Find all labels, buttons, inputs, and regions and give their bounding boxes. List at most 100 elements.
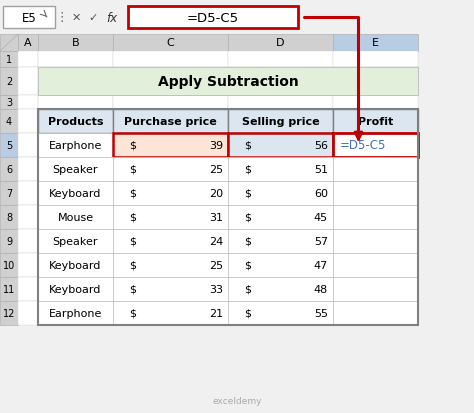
Bar bbox=[0, 52, 18, 68]
Bar bbox=[333, 68, 418, 96]
Text: 51: 51 bbox=[314, 165, 328, 175]
Text: $: $ bbox=[244, 236, 251, 247]
Text: 24: 24 bbox=[209, 236, 223, 247]
Bar bbox=[18, 206, 38, 230]
Text: 12: 12 bbox=[3, 308, 15, 318]
Bar bbox=[333, 134, 418, 158]
Text: $: $ bbox=[129, 141, 136, 151]
Bar bbox=[38, 96, 113, 110]
Bar bbox=[228, 277, 333, 301]
Text: 57: 57 bbox=[314, 236, 328, 247]
Text: fx: fx bbox=[107, 12, 118, 24]
Text: $: $ bbox=[244, 308, 251, 318]
Text: 55: 55 bbox=[314, 308, 328, 318]
Text: $: $ bbox=[244, 189, 251, 199]
Text: B: B bbox=[72, 38, 79, 48]
Bar bbox=[18, 96, 38, 110]
Bar bbox=[333, 301, 418, 325]
Text: ✓: ✓ bbox=[88, 13, 98, 23]
Bar bbox=[38, 254, 113, 277]
Bar bbox=[333, 254, 418, 277]
Bar bbox=[333, 96, 418, 110]
Bar bbox=[228, 230, 333, 254]
Bar bbox=[38, 68, 418, 96]
Bar bbox=[333, 301, 418, 325]
Text: 25: 25 bbox=[209, 165, 223, 175]
Bar bbox=[333, 158, 418, 182]
Bar bbox=[113, 134, 228, 158]
Text: $: $ bbox=[244, 284, 251, 294]
Bar bbox=[228, 182, 333, 206]
Bar bbox=[38, 35, 113, 52]
Bar bbox=[113, 35, 228, 52]
Bar bbox=[113, 68, 228, 96]
Bar bbox=[113, 277, 228, 301]
Bar bbox=[18, 182, 38, 206]
Bar bbox=[228, 134, 333, 158]
Bar bbox=[228, 96, 333, 110]
Bar bbox=[38, 110, 113, 134]
Bar bbox=[113, 206, 228, 230]
Text: Speaker: Speaker bbox=[53, 165, 98, 175]
Text: ⋮: ⋮ bbox=[56, 12, 68, 24]
Text: ✕: ✕ bbox=[71, 13, 81, 23]
Bar bbox=[228, 158, 333, 182]
Text: $: $ bbox=[129, 236, 136, 247]
Bar bbox=[0, 35, 18, 52]
Bar bbox=[0, 134, 18, 158]
Text: 56: 56 bbox=[314, 141, 328, 151]
Text: $: $ bbox=[129, 284, 136, 294]
Bar bbox=[0, 110, 18, 134]
Text: Products: Products bbox=[48, 117, 103, 127]
Bar bbox=[0, 68, 18, 96]
Bar bbox=[333, 52, 418, 68]
Text: 21: 21 bbox=[209, 308, 223, 318]
Bar bbox=[228, 35, 333, 52]
Bar bbox=[228, 158, 333, 182]
Text: $: $ bbox=[129, 308, 136, 318]
Bar bbox=[38, 277, 113, 301]
Bar bbox=[333, 110, 418, 134]
Bar bbox=[333, 134, 418, 158]
Bar bbox=[113, 158, 228, 182]
Bar bbox=[38, 182, 113, 206]
Text: exceldemy: exceldemy bbox=[212, 396, 262, 406]
Bar bbox=[38, 301, 113, 325]
Bar bbox=[0, 158, 18, 182]
Text: $: $ bbox=[244, 260, 251, 271]
Bar bbox=[228, 254, 333, 277]
Bar bbox=[38, 134, 113, 158]
Text: Mouse: Mouse bbox=[57, 212, 93, 223]
Bar bbox=[113, 301, 228, 325]
Bar bbox=[18, 52, 38, 68]
Text: 7: 7 bbox=[6, 189, 12, 199]
Bar bbox=[228, 206, 333, 230]
Bar bbox=[228, 182, 333, 206]
Text: C: C bbox=[167, 38, 174, 48]
Bar bbox=[333, 182, 418, 206]
Bar bbox=[113, 254, 228, 277]
Bar bbox=[113, 158, 228, 182]
Bar bbox=[38, 134, 113, 158]
Text: =D5-C5: =D5-C5 bbox=[340, 139, 386, 152]
Bar bbox=[333, 230, 418, 254]
Bar bbox=[228, 230, 333, 254]
Bar bbox=[18, 68, 38, 96]
Text: Keyboard: Keyboard bbox=[49, 260, 102, 271]
Bar bbox=[0, 182, 18, 206]
Bar bbox=[113, 110, 228, 134]
Bar bbox=[333, 254, 418, 277]
Bar bbox=[38, 68, 113, 96]
Bar bbox=[333, 206, 418, 230]
Bar bbox=[228, 110, 333, 134]
Bar bbox=[38, 206, 113, 230]
Text: 3: 3 bbox=[6, 98, 12, 108]
Bar bbox=[18, 254, 38, 277]
Bar bbox=[0, 5, 474, 31]
Text: 60: 60 bbox=[314, 189, 328, 199]
Bar bbox=[18, 158, 38, 182]
Bar bbox=[228, 52, 333, 68]
Bar bbox=[38, 277, 113, 301]
Bar bbox=[113, 52, 228, 68]
Bar bbox=[113, 301, 228, 325]
